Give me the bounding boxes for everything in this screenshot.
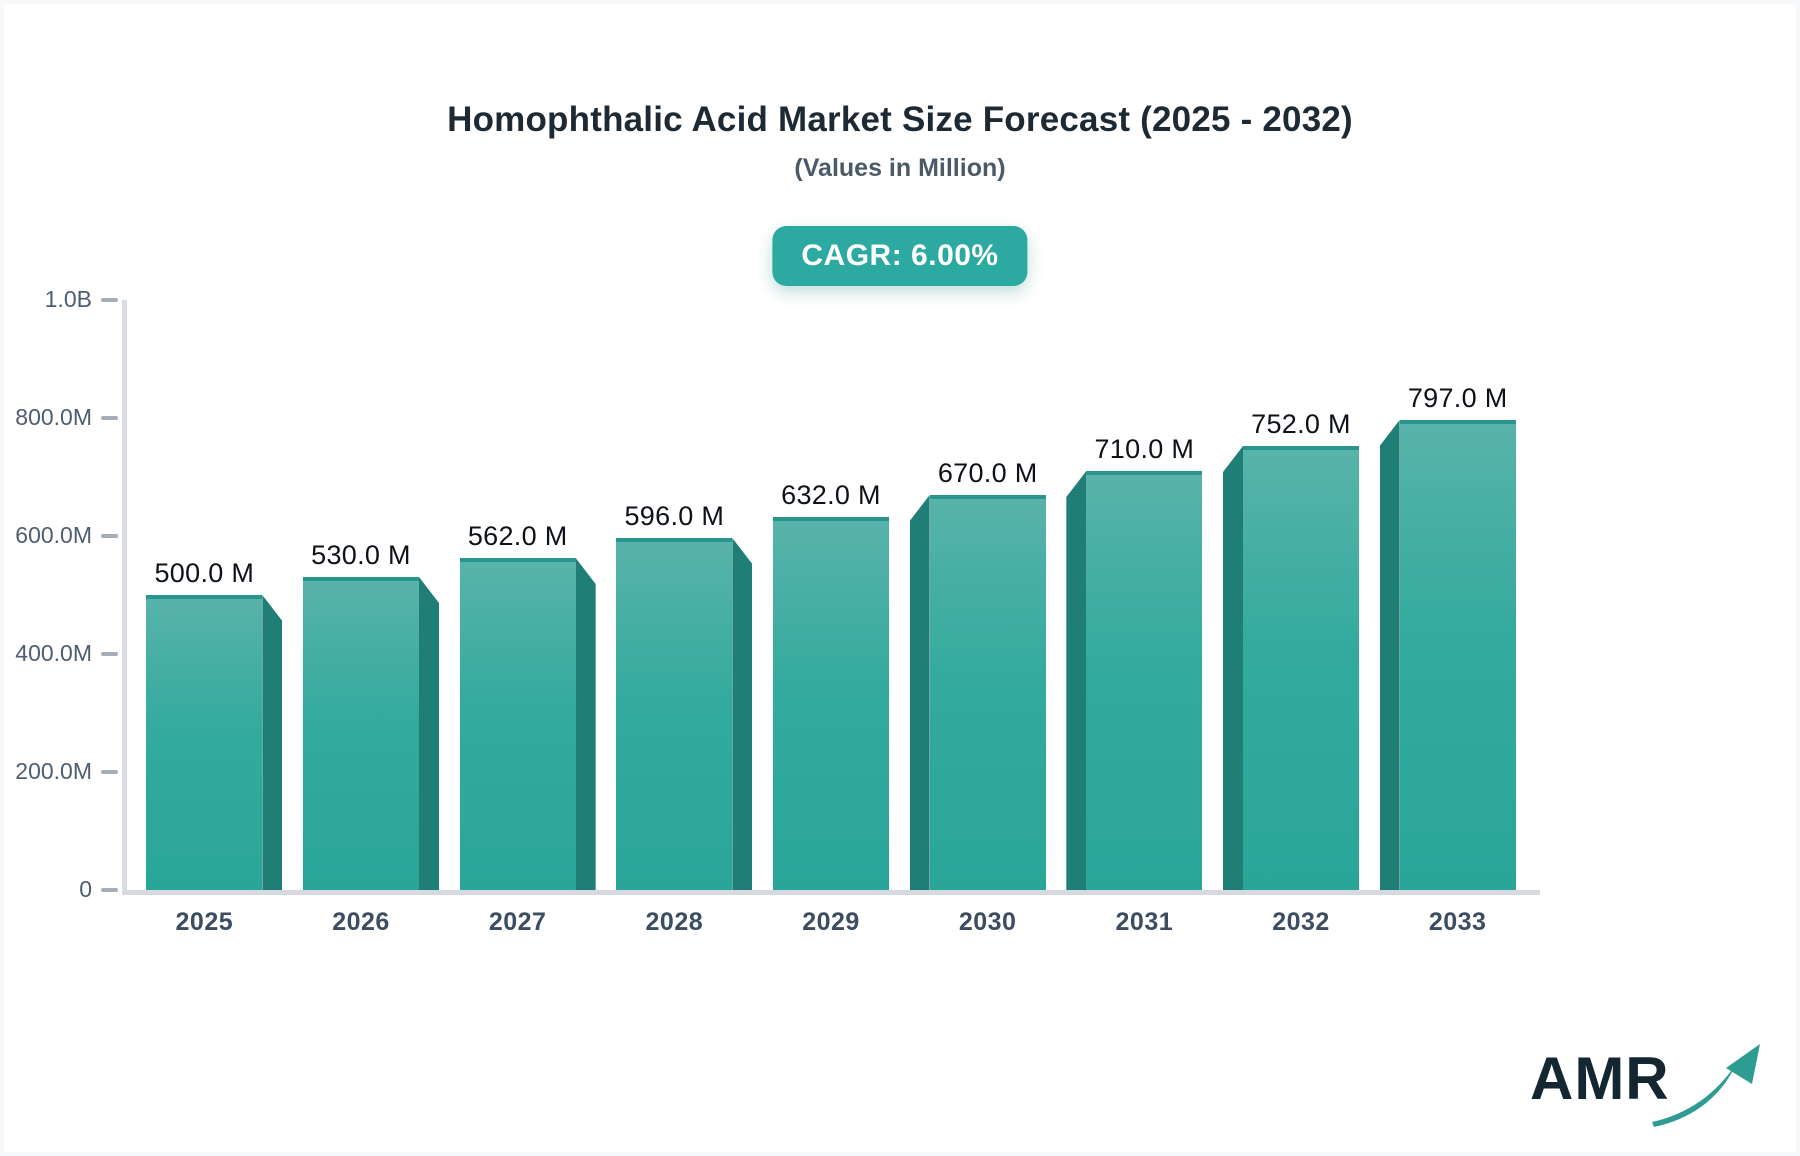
amr-logo-arrow-icon [1652, 1044, 1760, 1127]
bar-side-2028 [732, 538, 753, 890]
chart-card: Homophthalic Acid Market Size Forecast (… [4, 4, 1796, 1152]
x-axis-label-2027: 2027 [488, 908, 547, 936]
bar-2029[interactable] [773, 517, 889, 890]
x-axis-label-2033: 2033 [1428, 908, 1487, 936]
x-axis-label-2030: 2030 [958, 908, 1017, 936]
bar-value-label-2025: 500.0 M [154, 558, 255, 588]
bar-value-label-2027: 562.0 M [467, 521, 568, 551]
bar-value-label-2030: 670.0 M [937, 458, 1038, 488]
bar-2025[interactable] [146, 595, 263, 890]
bar-side-2025 [262, 595, 283, 890]
y-axis-tick-label: 0 [79, 876, 92, 902]
chart-subtitle: (Values in Million) [794, 154, 1006, 182]
bar-value-label-2029: 632.0 M [781, 480, 881, 510]
bar-side-2026 [419, 577, 439, 890]
x-axis-label-2028: 2028 [645, 908, 704, 936]
y-axis-tick-label: 800.0M [15, 404, 92, 430]
x-axis-baseline [122, 890, 1540, 895]
amr-logo-text: AMR [1530, 1045, 1670, 1112]
y-axis-tick-mark [101, 888, 118, 892]
bar-value-label-2028: 596.0 M [624, 501, 725, 531]
bar-2033[interactable] [1399, 420, 1516, 890]
bar-side-2031 [1066, 471, 1087, 890]
bar-2027[interactable] [459, 558, 576, 890]
y-axis-tick-mark [101, 770, 118, 774]
bar-value-label-2026: 530.0 M [311, 540, 411, 570]
y-axis-tick-mark [101, 652, 118, 656]
bar-2032[interactable] [1243, 446, 1359, 890]
bar-side-2032 [1223, 446, 1243, 890]
cagr-badge: CAGR: 6.00% [772, 226, 1028, 286]
y-axis-tick-label: 600.0M [15, 522, 92, 548]
x-axis-label-2032: 2032 [1272, 908, 1330, 936]
chart-title: Homophthalic Acid Market Size Forecast (… [447, 100, 1353, 139]
bar-value-label-2033: 797.0 M [1407, 383, 1508, 413]
plot-area: 1.0B 800.0M 600.0M 400.0M 200.0M 0 500.0 M 2025… [4, 4, 1796, 1152]
bar-2026[interactable] [303, 577, 419, 890]
y-axis-tick-mark [101, 416, 118, 420]
bar-side-2033 [1379, 420, 1400, 890]
y-axis-tick-label: 1.0B [44, 286, 92, 312]
y-axis-tick-mark [101, 534, 118, 538]
bar-value-label-2032: 752.0 M [1251, 409, 1351, 439]
y-axis-line [122, 300, 127, 895]
y-axis-tick-mark [101, 298, 118, 302]
x-axis-label-2026: 2026 [332, 908, 390, 936]
bar-2031[interactable] [1086, 471, 1203, 890]
amr-logo: AMR [1530, 1036, 1760, 1127]
y-axis-tick-label: 200.0M [15, 758, 92, 784]
bar-2028[interactable] [616, 538, 733, 890]
x-axis-label-2025: 2025 [175, 908, 234, 936]
bar-side-2027 [575, 558, 596, 890]
bar-side-2030 [909, 495, 930, 890]
bar-value-label-2031: 710.0 M [1094, 434, 1195, 464]
x-axis-label-2031: 2031 [1115, 908, 1174, 936]
y-axis-tick-label: 400.0M [15, 640, 92, 666]
bar-2030[interactable] [929, 495, 1046, 890]
x-axis-label-2029: 2029 [802, 908, 860, 936]
